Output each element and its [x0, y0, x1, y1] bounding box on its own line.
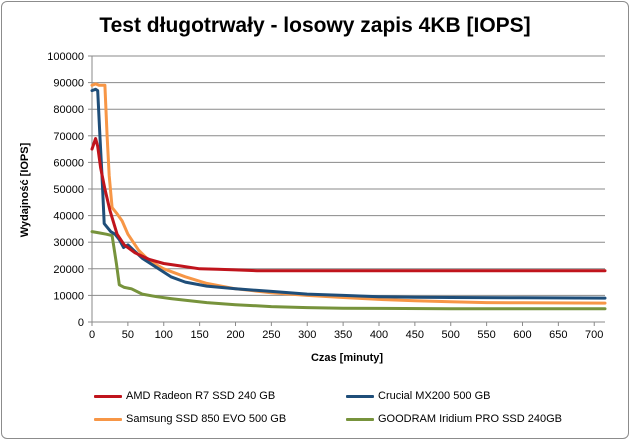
y-tick-label: 30000	[53, 237, 84, 249]
y-tick-label: 70000	[53, 131, 84, 143]
legend-label-crucial: Crucial MX200 500 GB	[378, 390, 491, 402]
legend-label-goodram: GOODRAM Iridium PRO SSD 240GB	[378, 413, 562, 425]
chart-title: Test długotrwały - losowy zapis 4KB [IOP…	[99, 14, 531, 37]
y-tick-label: 50000	[53, 184, 84, 196]
legend-label-amd: AMD Radeon R7 SSD 240 GB	[126, 390, 276, 402]
legend-item-goodram: GOODRAM Iridium PRO SSD 240GB	[346, 413, 562, 425]
legend-swatch-goodram	[346, 417, 374, 421]
x-tick-label: 400	[370, 329, 388, 341]
grid-lines	[92, 55, 605, 296]
legend-item-amd: AMD Radeon R7 SSD 240 GB	[94, 390, 275, 402]
legend-item-samsung: Samsung SSD 850 EVO 500 GB	[94, 413, 286, 425]
y-tick-label: 80000	[53, 104, 84, 116]
y-tick-label: 40000	[53, 211, 84, 223]
x-tick-label: 500	[442, 329, 460, 341]
legend: AMD Radeon R7 SSD 240 GB Crucial MX200 5…	[0, 382, 630, 436]
x-tick-label: 300	[298, 329, 316, 341]
y-tick-label: 90000	[53, 78, 84, 90]
y-tick-label: 100000	[47, 51, 84, 63]
series-line-0	[90, 137, 607, 273]
x-tick-label: 450	[406, 329, 424, 341]
x-tick-label: 50	[122, 329, 134, 341]
axes: 0 10000 20000 30000 40000 50000 60000 70000 8000…	[47, 51, 605, 341]
x-tick-label: 350	[334, 329, 352, 341]
x-tick-label: 700	[585, 329, 603, 341]
x-tick-label: 650	[549, 329, 567, 341]
y-tick-label: 0	[78, 317, 84, 329]
series-line-2	[90, 82, 607, 305]
y-axis-label: Wydajność [IOPS]	[19, 142, 31, 237]
x-tick-label: 200	[226, 329, 244, 341]
legend-label-samsung: Samsung SSD 850 EVO 500 GB	[126, 413, 287, 425]
series-lines	[90, 82, 607, 311]
x-tick-label: 550	[477, 329, 495, 341]
legend-swatch-samsung	[94, 417, 122, 421]
x-tick-label: 150	[190, 329, 208, 341]
legend-swatch-crucial	[346, 394, 374, 398]
x-tick-label: 600	[513, 329, 531, 341]
y-tick-label: 10000	[53, 290, 84, 302]
series-line-1	[90, 87, 607, 300]
x-tick-label: 0	[89, 329, 95, 341]
series-line-3	[90, 230, 607, 311]
y-tick-label: 20000	[53, 264, 84, 276]
x-axis-label: Czas [minuty]	[311, 352, 383, 364]
legend-swatch-amd	[94, 394, 122, 398]
x-tick-label: 100	[155, 329, 173, 341]
y-tick-label: 60000	[53, 157, 84, 169]
legend-item-crucial: Crucial MX200 500 GB	[346, 390, 491, 402]
x-tick-label: 250	[262, 329, 280, 341]
